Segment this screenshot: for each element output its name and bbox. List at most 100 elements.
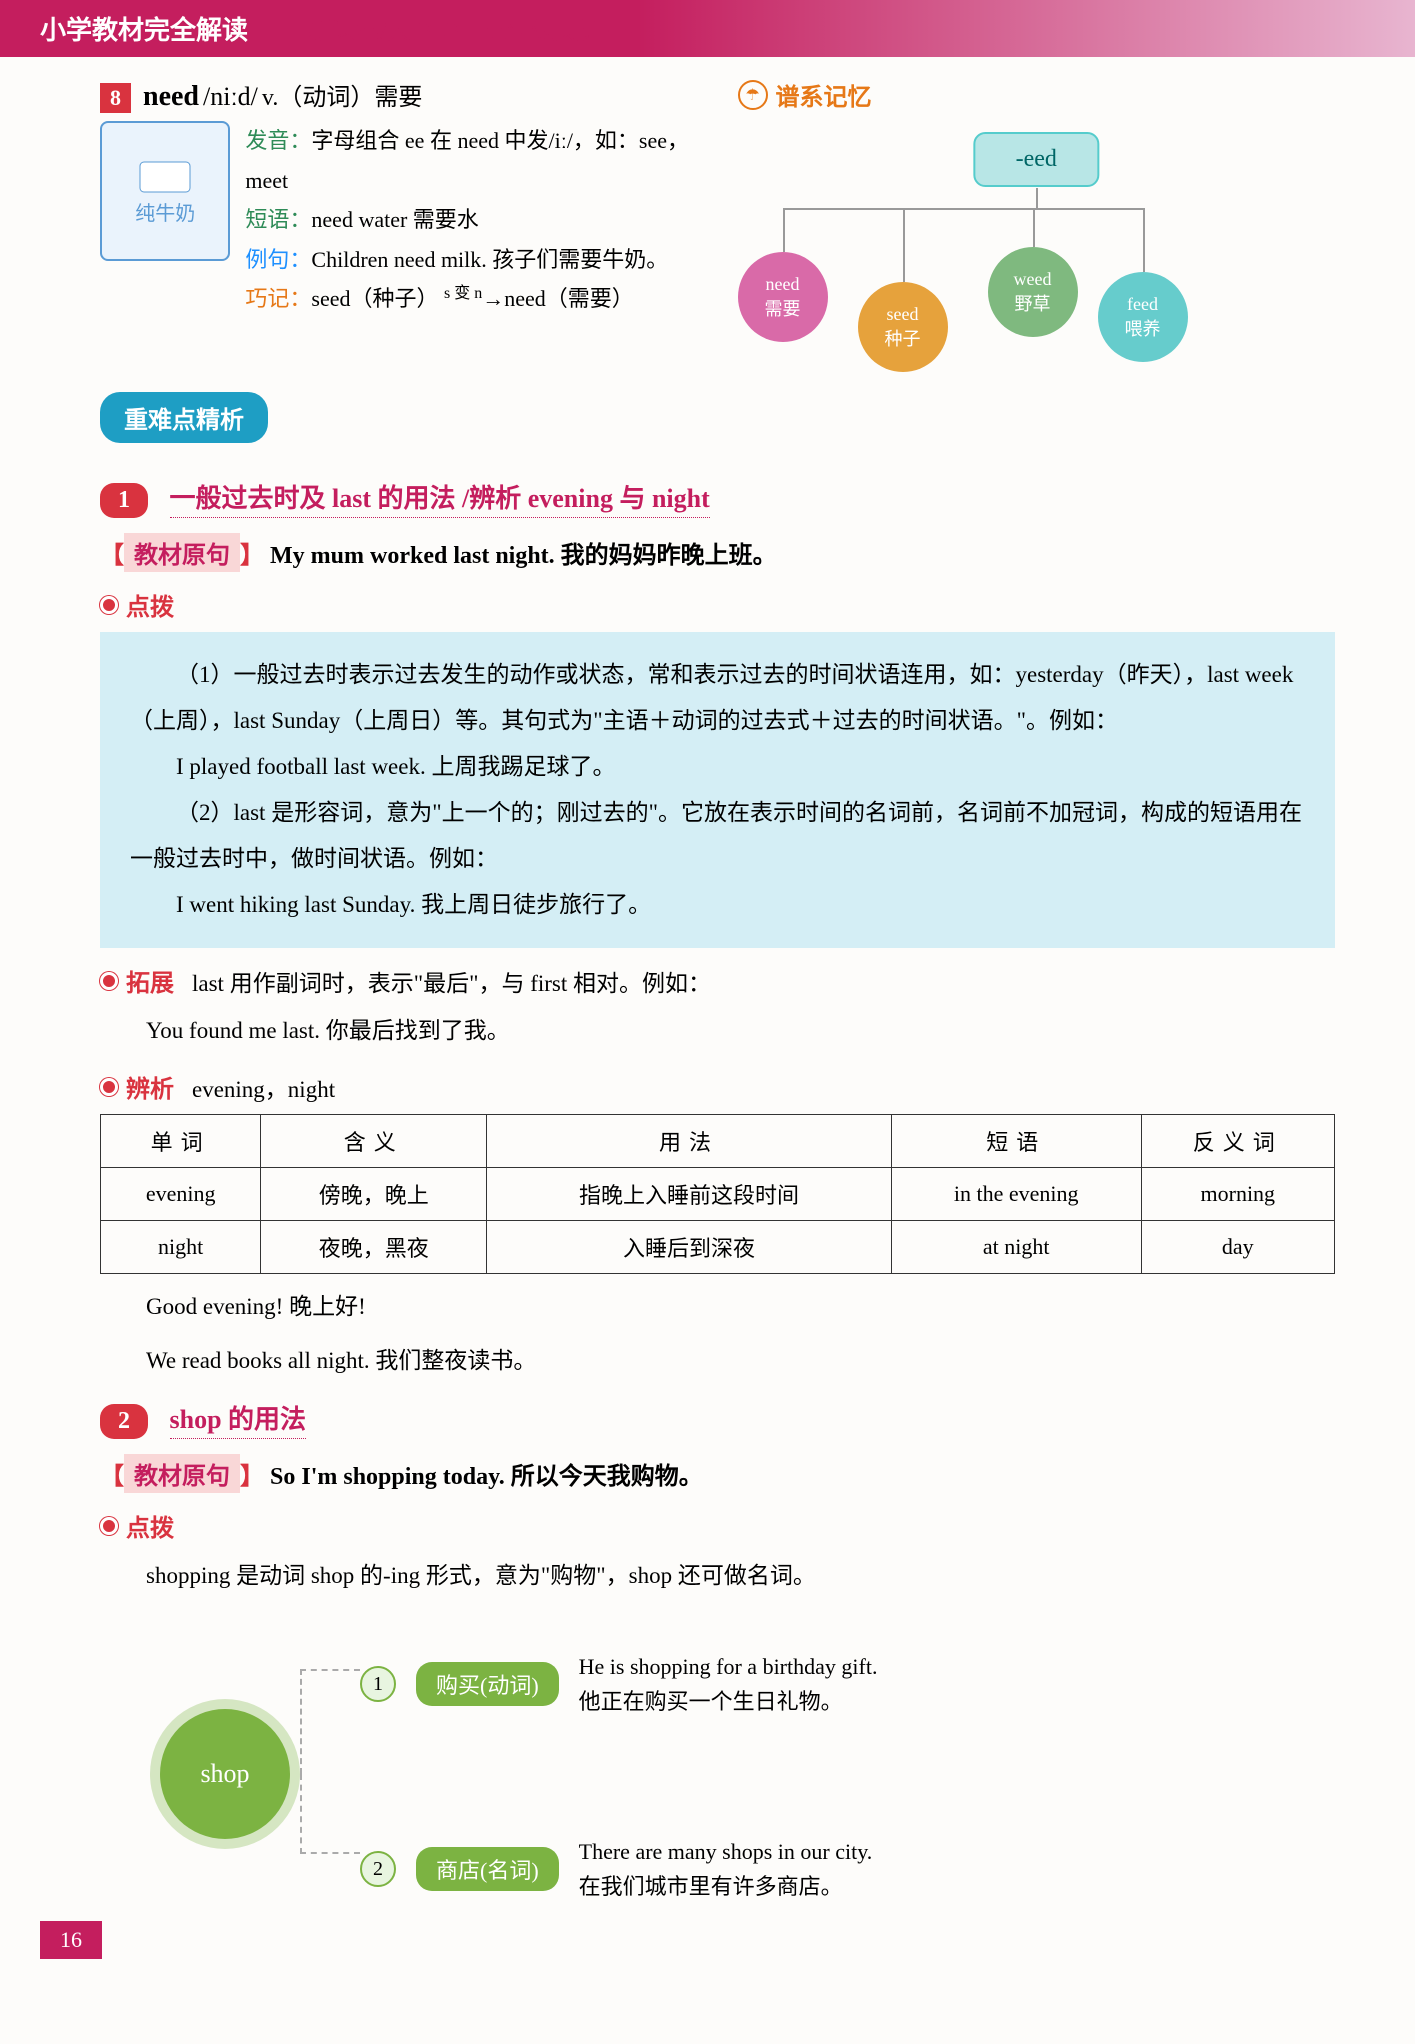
example-text: Children need milk. 孩子们需要牛奶。 (311, 247, 668, 272)
topic1-title: 一般过去时及 last 的用法 /辨析 evening 与 night (170, 484, 710, 518)
table-row: evening 傍晚，晚上 指晚上入睡前这段时间 in the evening … (101, 1168, 1335, 1221)
vocab-details: 发音：字母组合 ee 在 need 中发/iː/，如：see，meet 短语：n… (245, 121, 697, 319)
td: morning (1141, 1168, 1334, 1221)
branch1-num: 1 (360, 1666, 396, 1702)
topic2-source: 【教材原句】 So I'm shopping today. 所以今天我购物。 (100, 1454, 1335, 1493)
memo-result: need（需要） (504, 286, 634, 311)
branch1-text: He is shopping for a birthday gift. 他正在购… (579, 1649, 878, 1719)
extend-label: 拓展 (126, 963, 174, 998)
hint-line-3: I went hiking last Sunday. 我上周日徒步旅行了。 (130, 882, 1305, 928)
topic1-source: 【教材原句】 My mum worked last night. 我的妈妈昨晚上… (100, 533, 1335, 572)
word-tree-diagram: -eed need需要seed种子weed野草feed喂养 (738, 132, 1336, 362)
vocab-heading: 8 need /niːd/ v.（动词）需要 (100, 77, 698, 113)
extend-heading: 拓展 last 用作副词时，表示"最后"，与 first 相对。例如： (100, 963, 1335, 998)
bracket-close: 】 (240, 1464, 264, 1490)
compare-table: 单词 含义 用法 短语 反义词 evening 傍晚，晚上 指晚上入睡前这段时间… (100, 1114, 1335, 1274)
after-table-0: Good evening! 晚上好! (100, 1284, 1335, 1330)
section-badge: 重难点精析 (100, 392, 268, 443)
vocab-phonetic: /niːd/ (203, 82, 258, 111)
branch-2: 2 商店(名词) There are many shops in our cit… (360, 1834, 872, 1904)
hint-label: 点拨 (126, 587, 174, 622)
phrase-label: 短语： (245, 207, 311, 232)
branch2-text: There are many shops in our city. 在我们城市里… (579, 1834, 873, 1904)
tree-node-weed: weed野草 (988, 247, 1078, 337)
tree-connector (1143, 208, 1145, 272)
tree-connector (783, 208, 1143, 210)
page-header: 小学教材完全解读 新课标/人·PEP 五年级英语·下 (0, 0, 1415, 57)
bullet-icon (100, 972, 118, 990)
milk-icon (135, 157, 195, 197)
vocab-number: 8 (100, 83, 131, 113)
topic2-title: shop 的用法 (170, 1405, 307, 1439)
hint-line-2: （2）last 是形容词，意为"上一个的；刚过去的"。它放在表示时间的名词前，名… (130, 790, 1305, 882)
hint-heading: 点拨 (100, 587, 1335, 622)
bullet-icon (100, 1517, 118, 1535)
connector (300, 1774, 360, 1854)
topic1-num: 1 (100, 483, 148, 518)
extend-example: You found me last. 你最后找到了我。 (100, 1008, 1335, 1054)
branch1-label: 购买(动词) (416, 1662, 559, 1706)
tree-connector (903, 208, 905, 282)
bracket-open: 【 (100, 543, 124, 569)
shop-diagram: shop 1 购买(动词) He is shopping for a birth… (160, 1619, 1335, 1899)
tree-node-feed: feed喂养 (1098, 272, 1188, 362)
pronunciation-label: 发音： (245, 128, 311, 153)
bracket-open: 【 (100, 1464, 124, 1490)
compare-label: 辨析 (126, 1069, 174, 1104)
source-text: My mum worked last night. 我的妈妈昨晚上班。 (270, 543, 777, 569)
hint2-text: shopping 是动词 shop 的-ing 形式，意为"购物"，shop 还… (100, 1553, 1335, 1599)
connector (300, 1669, 360, 1774)
hint-box: （1）一般过去时表示过去发生的动作或状态，常和表示过去的时间状语连用，如：yes… (100, 632, 1335, 948)
branch1-en: He is shopping for a birthday gift. (579, 1649, 878, 1684)
td: day (1141, 1221, 1334, 1274)
vocab-img-label: 纯牛奶 (135, 197, 195, 226)
branch2-zh: 在我们城市里有许多商店。 (579, 1869, 873, 1904)
vocab-word: need (143, 81, 199, 112)
th-0: 单词 (101, 1115, 261, 1168)
page-number: 16 (40, 1921, 102, 1959)
td: 入睡后到深夜 (487, 1221, 892, 1274)
topic2-num: 2 (100, 1404, 148, 1439)
example-label: 例句： (245, 247, 311, 272)
extend-text: last 用作副词时，表示"最后"，与 first 相对。例如： (192, 964, 711, 998)
branch1-zh: 他正在购买一个生日礼物。 (579, 1684, 878, 1719)
td: 指晚上入睡前这段时间 (487, 1168, 892, 1221)
branch2-num: 2 (360, 1851, 396, 1887)
th-2: 用法 (487, 1115, 892, 1168)
branch2-en: There are many shops in our city. (579, 1834, 873, 1869)
memo-label: 巧记： (245, 286, 311, 311)
th-3: 短语 (891, 1115, 1141, 1168)
hint-line-1: I played football last week. 上周我踢足球了。 (130, 744, 1305, 790)
tree-connector (1033, 208, 1035, 247)
tree-connector (783, 208, 785, 252)
phrase-text: need water 需要水 (311, 207, 478, 232)
td: in the evening (891, 1168, 1141, 1221)
branch2-label: 商店(名词) (416, 1847, 559, 1891)
memory-title: ☂ 谱系记忆 (738, 77, 1336, 112)
td: 傍晚，晚上 (261, 1168, 487, 1221)
th-1: 含义 (261, 1115, 487, 1168)
tree-connector (1036, 188, 1038, 208)
bracket-close: 】 (240, 543, 264, 569)
memo-arrow-label: s 变 n (444, 285, 482, 302)
vocab-pos: v.（动词）需要 (262, 85, 422, 111)
source-label: 教材原句 (124, 1454, 240, 1493)
hint2-label: 点拨 (126, 1508, 174, 1543)
after-table-1: We read books all night. 我们整夜读书。 (100, 1338, 1335, 1384)
compare-words: evening，night (192, 1070, 335, 1104)
table-header-row: 单词 含义 用法 短语 反义词 (101, 1115, 1335, 1168)
tree-root: -eed (974, 132, 1099, 187)
topic1-heading: 1 一般过去时及 last 的用法 /辨析 evening 与 night (100, 478, 1335, 518)
source-text: So I'm shopping today. 所以今天我购物。 (270, 1464, 703, 1490)
header-title-right: 新课标/人·PEP 五年级英语·下 (308, 11, 635, 46)
td: evening (101, 1168, 261, 1221)
memo-seed: seed（种子） (311, 286, 438, 311)
hint2-heading: 点拨 (100, 1508, 1335, 1543)
hint-line-0: （1）一般过去时表示过去发生的动作或状态，常和表示过去的时间状语连用，如：yes… (130, 652, 1305, 744)
vocab-section: 8 need /niːd/ v.（动词）需要 纯牛奶 发音：字母组合 ee 在 … (100, 77, 1335, 362)
bullet-icon (100, 1078, 118, 1096)
td: night (101, 1221, 261, 1274)
td: at night (891, 1221, 1141, 1274)
umbrella-icon: ☂ (738, 80, 768, 110)
branch-1: 1 购买(动词) He is shopping for a birthday g… (360, 1649, 877, 1719)
